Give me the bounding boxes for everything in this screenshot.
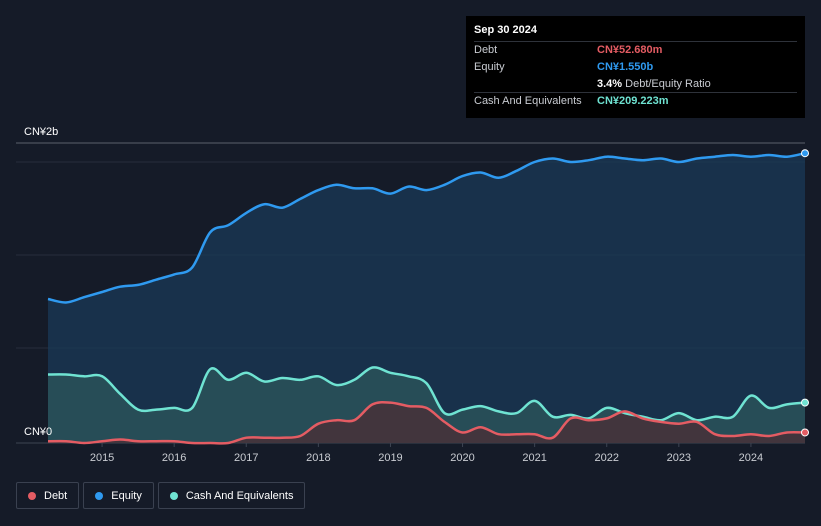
x-tick-label: 2023 bbox=[667, 452, 691, 464]
tooltip-row-debt: Debt CN¥52.680m bbox=[474, 41, 797, 58]
equity-line bbox=[47, 151, 806, 304]
legend: Debt Equity Cash And Equivalents bbox=[16, 482, 306, 509]
tooltip-row-ratio: 3.4% Debt/Equity Ratio bbox=[474, 75, 797, 92]
tooltip-value: CN¥52.680m bbox=[597, 44, 663, 56]
cash-dot-icon bbox=[169, 491, 178, 500]
legend-label: Debt bbox=[44, 489, 68, 502]
x-tick-label: 2015 bbox=[90, 452, 114, 464]
y-tick-label: CN¥0 bbox=[24, 426, 52, 438]
debt-line bbox=[47, 400, 806, 445]
debt-end-marker bbox=[801, 428, 809, 437]
equity-end-marker bbox=[801, 149, 809, 158]
x-tick-label: 2020 bbox=[450, 452, 474, 464]
tooltip-label: Equity bbox=[474, 61, 505, 73]
debt-area bbox=[48, 402, 805, 444]
cash-and-equivalents-line bbox=[47, 366, 806, 422]
tooltip-date: Sep 30 2024 bbox=[474, 24, 537, 36]
ratio-note: Debt/Equity Ratio bbox=[625, 78, 711, 90]
x-tick-label: 2017 bbox=[234, 452, 258, 464]
x-tick-label: 2021 bbox=[522, 452, 546, 464]
legend-item-equity[interactable]: Equity bbox=[83, 482, 154, 509]
tooltip-label: Cash And Equivalents bbox=[474, 95, 582, 107]
x-tick-label: 2016 bbox=[162, 452, 186, 464]
y-tick-label: CN¥2b bbox=[24, 126, 58, 138]
tooltip-label bbox=[474, 76, 597, 92]
tooltip-row-equity: Equity CN¥1.550b bbox=[474, 58, 797, 75]
x-tick-label: 2024 bbox=[739, 452, 763, 464]
tooltip-value: CN¥1.550b bbox=[597, 61, 654, 73]
legend-item-cash[interactable]: Cash And Equivalents bbox=[157, 482, 306, 509]
x-tick-label: 2022 bbox=[594, 452, 618, 464]
legend-label: Equity bbox=[111, 489, 142, 502]
tooltip-value: CN¥209.223m bbox=[597, 95, 669, 107]
legend-label: Cash And Equivalents bbox=[185, 489, 294, 502]
ratio-value: 3.4% bbox=[597, 78, 623, 90]
cash-and-equivalents-end-marker bbox=[801, 398, 809, 407]
tooltip-row-cash: Cash And Equivalents CN¥209.223m bbox=[474, 92, 797, 109]
legend-item-debt[interactable]: Debt bbox=[16, 482, 80, 509]
equity-area bbox=[48, 153, 805, 443]
tooltip-label: Debt bbox=[474, 44, 498, 56]
tooltip-panel: Sep 30 2024 Debt CN¥52.680m Equity CN¥1.… bbox=[466, 16, 805, 118]
equity-dot-icon bbox=[95, 491, 104, 500]
debt-dot-icon bbox=[28, 491, 36, 500]
tooltip-value: 3.4% Debt/Equity Ratio bbox=[597, 76, 711, 92]
x-tick-label: 2018 bbox=[306, 452, 330, 464]
x-tick-label: 2019 bbox=[378, 452, 402, 464]
